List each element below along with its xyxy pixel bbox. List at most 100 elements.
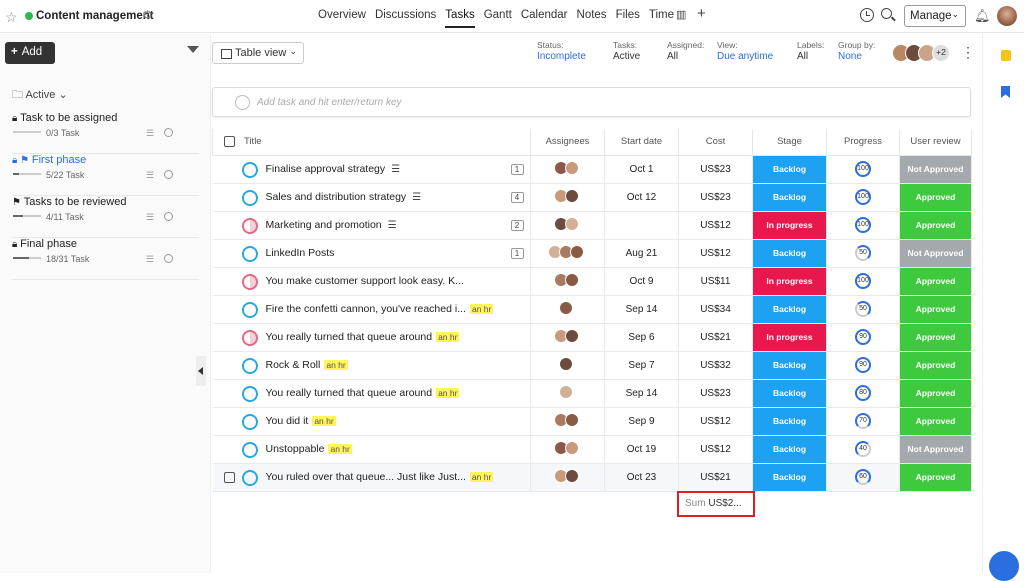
bookmark-icon[interactable]: [1001, 86, 1010, 98]
table-row[interactable]: You did it an hr Sep 9 US$12 Backlog 70 Approv…: [212, 407, 972, 436]
tab-overview[interactable]: Overview: [318, 9, 366, 21]
user-review-cell[interactable]: Approved: [899, 463, 972, 492]
task-status-circle[interactable]: [241, 329, 258, 346]
column-header-user-review[interactable]: User review: [899, 129, 972, 156]
stage-cell[interactable]: Backlog: [752, 295, 827, 324]
user-avatar[interactable]: [997, 6, 1017, 26]
stage-cell[interactable]: Backlog: [752, 463, 827, 492]
cost-cell[interactable]: US$32: [678, 351, 753, 380]
cost-cell[interactable]: US$12: [678, 239, 753, 268]
tab-notes[interactable]: Notes: [576, 9, 607, 21]
task-title-cell[interactable]: You really turned that queue around an hr: [212, 379, 531, 408]
user-review-cell[interactable]: Approved: [899, 407, 972, 436]
start-date-cell[interactable]: Aug 21: [604, 239, 679, 268]
gear-icon[interactable]: ⚙: [142, 8, 153, 22]
task-title-cell[interactable]: Fire the confetti cannon, you've reached…: [212, 295, 531, 324]
filter-value-tasks[interactable]: Active: [613, 51, 641, 62]
search-icon[interactable]: [881, 8, 892, 19]
start-date-cell[interactable]: Oct 23: [604, 463, 679, 492]
assignees-cell[interactable]: [530, 183, 605, 212]
task-title-cell[interactable]: Sales and distribution strategy ☰ 4: [212, 183, 531, 212]
progress-cell[interactable]: 40: [826, 435, 900, 464]
task-status-circle[interactable]: [241, 385, 258, 402]
task-title-cell[interactable]: Rock & Roll an hr: [212, 351, 531, 380]
start-date-cell[interactable]: [604, 211, 679, 240]
task-status-circle[interactable]: [241, 189, 258, 206]
list-icon[interactable]: ☰: [146, 170, 155, 180]
cost-cell[interactable]: US$23: [678, 183, 753, 212]
task-title-cell[interactable]: You did it an hr: [212, 407, 531, 436]
table-row[interactable]: Rock & Roll an hr Sep 7 US$32 Backlog 90 Appro…: [212, 351, 972, 380]
start-date-cell[interactable]: Sep 9: [604, 407, 679, 436]
task-status-circle[interactable]: [241, 469, 258, 486]
task-status-circle[interactable]: [241, 441, 258, 458]
cost-cell[interactable]: US$12: [678, 211, 753, 240]
cost-cell[interactable]: US$23: [678, 155, 753, 184]
add-button[interactable]: + Add: [5, 42, 55, 64]
table-row[interactable]: You really turned that queue around an hr…: [212, 379, 972, 408]
filter-value-groupby[interactable]: None: [838, 51, 862, 62]
sidebar-phase-item[interactable]: ⚑ Tasks to be reviewed 4/11 Task ☰: [12, 196, 199, 238]
tab-time[interactable]: Time: [648, 9, 674, 21]
user-review-cell[interactable]: Not Approved: [899, 239, 972, 268]
user-review-cell[interactable]: Approved: [899, 295, 972, 324]
start-date-cell[interactable]: Oct 12: [604, 183, 679, 212]
column-header-stage[interactable]: Stage: [752, 129, 827, 156]
chart-icon[interactable]: ▥: [676, 9, 687, 21]
filter-value-view[interactable]: Due anytime: [717, 51, 774, 62]
task-status-circle[interactable]: [241, 301, 258, 318]
user-review-cell[interactable]: Approved: [899, 183, 972, 212]
cost-cell[interactable]: US$34: [678, 295, 753, 324]
task-title-cell[interactable]: Unstoppable an hr: [212, 435, 531, 464]
clock-icon[interactable]: [164, 212, 173, 221]
clock-icon[interactable]: [164, 128, 173, 137]
user-review-cell[interactable]: Not Approved: [899, 155, 972, 184]
star-icon[interactable]: ☆: [5, 9, 18, 25]
table-row[interactable]: Unstoppable an hr Oct 19 US$12 Backlog 40 Not …: [212, 435, 972, 464]
filter-value-status[interactable]: Incomplete: [537, 51, 586, 62]
progress-cell[interactable]: 90: [826, 351, 900, 380]
cost-cell[interactable]: US$21: [678, 323, 753, 352]
progress-cell[interactable]: 90: [826, 323, 900, 352]
user-review-cell[interactable]: Approved: [899, 323, 972, 352]
progress-cell[interactable]: 100: [826, 211, 900, 240]
task-title-cell[interactable]: Finalise approval strategy ☰ 1: [212, 155, 531, 184]
start-date-cell[interactable]: Oct 9: [604, 267, 679, 296]
assignees-cell[interactable]: [530, 379, 605, 408]
table-row[interactable]: You ruled over that queue... Just like J…: [212, 463, 972, 492]
progress-cell[interactable]: 50: [826, 295, 900, 324]
stage-cell[interactable]: Backlog: [752, 351, 827, 380]
user-review-cell[interactable]: Approved: [899, 379, 972, 408]
progress-cell[interactable]: 100: [826, 155, 900, 184]
list-icon[interactable]: ☰: [146, 254, 155, 264]
progress-cell[interactable]: 50: [826, 239, 900, 268]
table-row[interactable]: Sales and distribution strategy ☰ 4 Oct 12 U…: [212, 183, 972, 212]
sidebar-phase-item[interactable]: 🔒︎ Final phase 18/31 Task ☰: [12, 238, 199, 280]
assignees-cell[interactable]: [530, 435, 605, 464]
column-header-cost[interactable]: Cost: [678, 129, 753, 156]
clock-icon[interactable]: [164, 254, 173, 263]
task-title-cell[interactable]: You ruled over that queue... Just like J…: [212, 463, 531, 492]
filter-icon[interactable]: [187, 46, 199, 53]
stage-cell[interactable]: In progress: [752, 267, 827, 296]
start-date-cell[interactable]: Oct 19: [604, 435, 679, 464]
stage-cell[interactable]: In progress: [752, 323, 827, 352]
cost-cell[interactable]: US$21: [678, 463, 753, 492]
sidebar-phase-item[interactable]: 🔒︎ ⚑ First phase 5/22 Task ☰: [12, 154, 199, 196]
filter-value-labels[interactable]: All: [797, 51, 809, 62]
stage-cell[interactable]: Backlog: [752, 379, 827, 408]
assignees-cell[interactable]: [530, 211, 605, 240]
start-date-cell[interactable]: Sep 7: [604, 351, 679, 380]
tab-files[interactable]: Files: [615, 9, 640, 21]
table-row[interactable]: LinkedIn Posts 1 Aug 21 US$12 Backlog 50 Not A…: [212, 239, 972, 268]
table-row[interactable]: Marketing and promotion ☰ 2 US$12 In progres…: [212, 211, 972, 240]
progress-cell[interactable]: 100: [826, 267, 900, 296]
task-title-cell[interactable]: You really turned that queue around an hr: [212, 323, 531, 352]
task-status-circle[interactable]: [241, 245, 258, 262]
start-date-cell[interactable]: Sep 14: [604, 379, 679, 408]
sidebar-phase-item[interactable]: 🔒︎ Task to be assigned 0/3 Task ☰: [12, 112, 199, 154]
task-title-cell[interactable]: You make customer support look easy. K..…: [212, 267, 531, 296]
progress-cell[interactable]: 60: [826, 463, 900, 492]
clock-icon[interactable]: [860, 8, 874, 22]
more-options-icon[interactable]: ⋮: [961, 44, 975, 60]
